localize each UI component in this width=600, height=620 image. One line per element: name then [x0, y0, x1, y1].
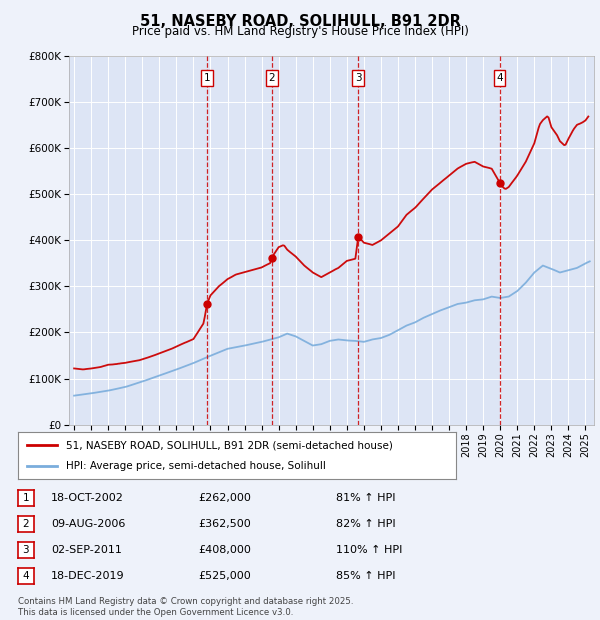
Text: HPI: Average price, semi-detached house, Solihull: HPI: Average price, semi-detached house,…	[66, 461, 326, 471]
Text: 51, NASEBY ROAD, SOLIHULL, B91 2DR (semi-detached house): 51, NASEBY ROAD, SOLIHULL, B91 2DR (semi…	[66, 440, 393, 450]
Text: £262,000: £262,000	[198, 493, 251, 503]
Text: 110% ↑ HPI: 110% ↑ HPI	[336, 545, 403, 555]
Text: 51, NASEBY ROAD, SOLIHULL, B91 2DR: 51, NASEBY ROAD, SOLIHULL, B91 2DR	[140, 14, 460, 29]
Text: 3: 3	[22, 545, 29, 555]
Text: 81% ↑ HPI: 81% ↑ HPI	[336, 493, 395, 503]
Text: Price paid vs. HM Land Registry's House Price Index (HPI): Price paid vs. HM Land Registry's House …	[131, 25, 469, 38]
Text: 4: 4	[22, 571, 29, 581]
Text: 18-OCT-2002: 18-OCT-2002	[51, 493, 124, 503]
Text: 18-DEC-2019: 18-DEC-2019	[51, 571, 125, 581]
Text: 3: 3	[355, 73, 362, 83]
Text: 1: 1	[204, 73, 211, 83]
Text: £525,000: £525,000	[198, 571, 251, 581]
Text: 1: 1	[22, 493, 29, 503]
Text: £408,000: £408,000	[198, 545, 251, 555]
Text: 2: 2	[269, 73, 275, 83]
Text: 09-AUG-2006: 09-AUG-2006	[51, 519, 125, 529]
Text: 4: 4	[496, 73, 503, 83]
Text: 85% ↑ HPI: 85% ↑ HPI	[336, 571, 395, 581]
Text: 02-SEP-2011: 02-SEP-2011	[51, 545, 122, 555]
Text: Contains HM Land Registry data © Crown copyright and database right 2025.
This d: Contains HM Land Registry data © Crown c…	[18, 598, 353, 617]
Text: £362,500: £362,500	[198, 519, 251, 529]
Text: 82% ↑ HPI: 82% ↑ HPI	[336, 519, 395, 529]
Text: 2: 2	[22, 519, 29, 529]
